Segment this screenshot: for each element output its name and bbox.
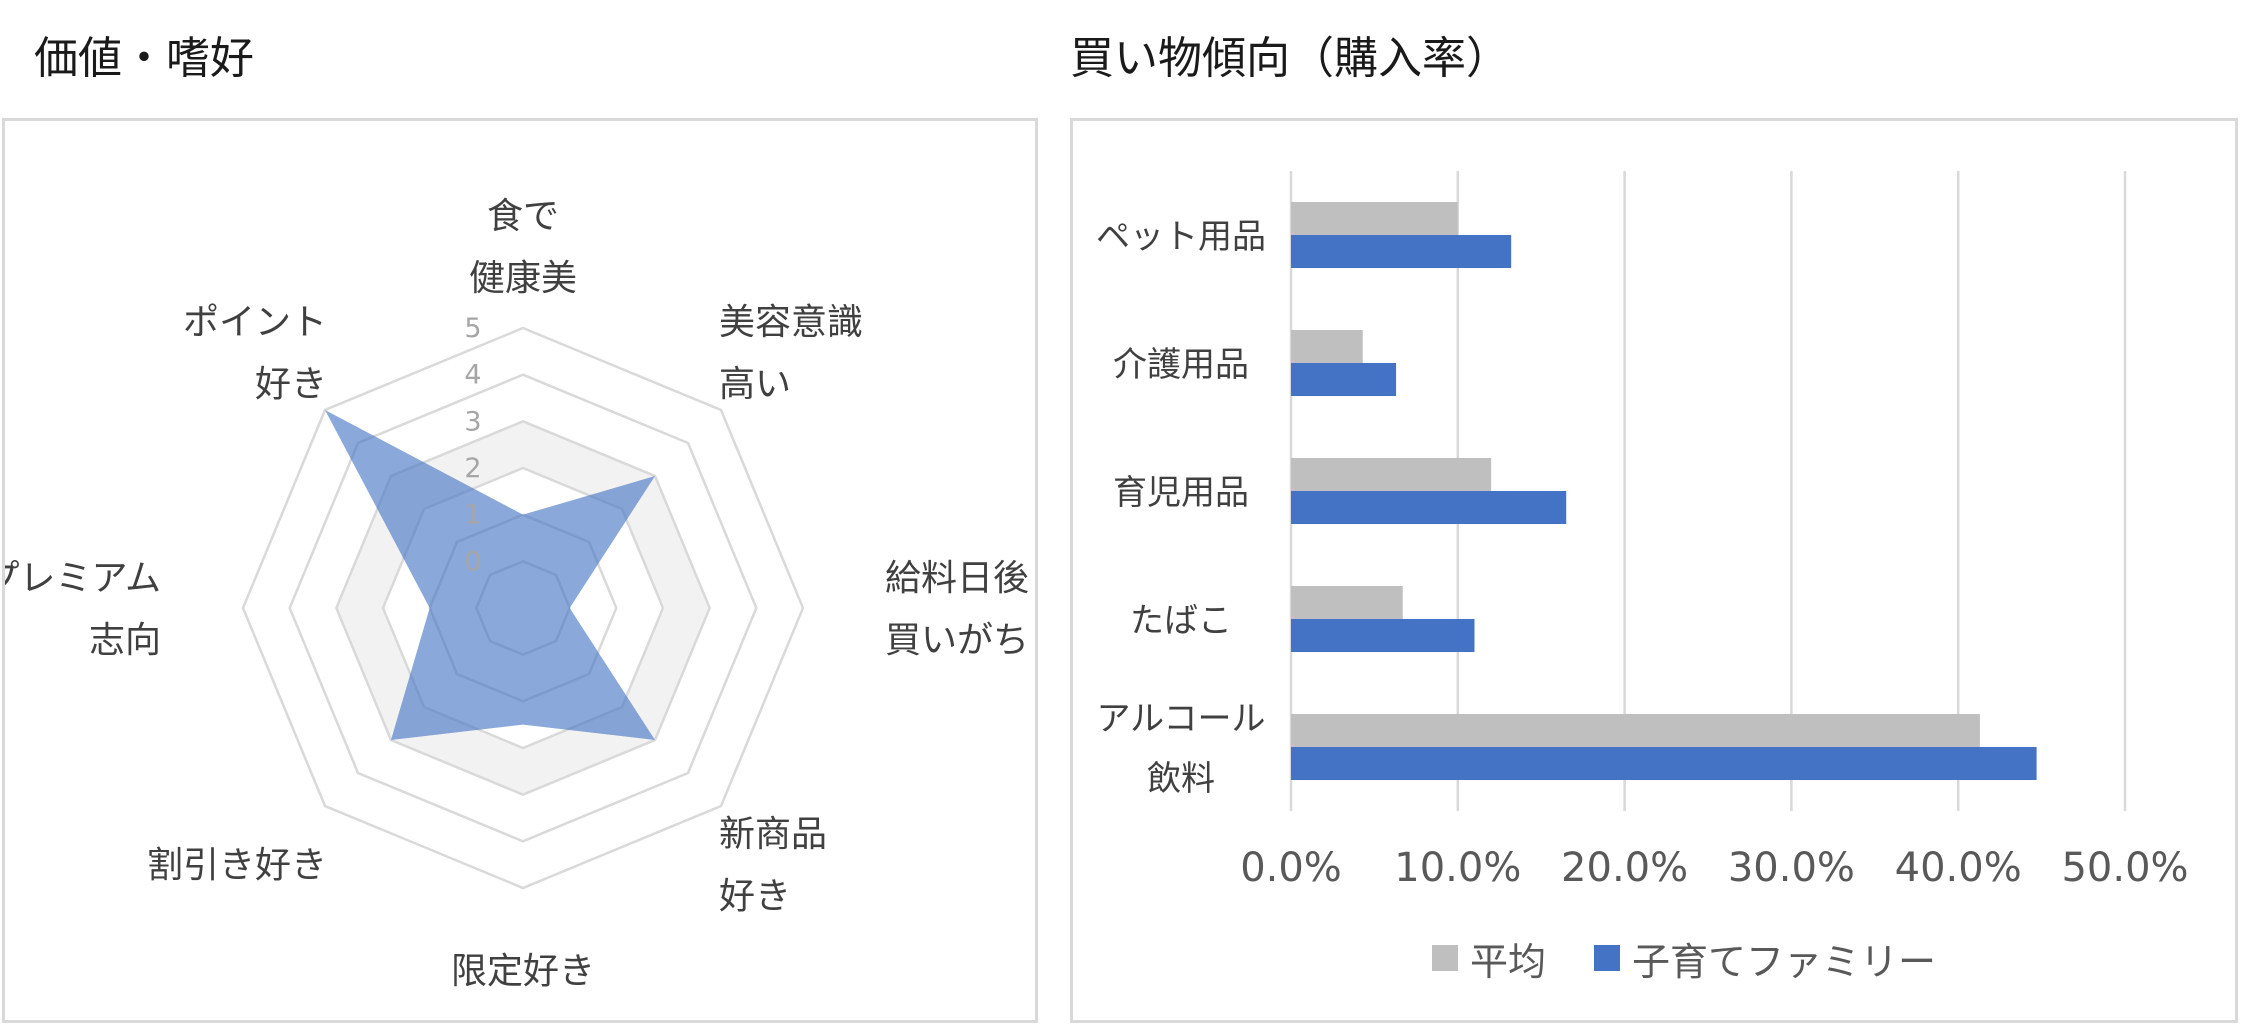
bar-x-tick-label: 50.0% — [2061, 845, 2188, 891]
legend-item-average: 平均 — [1432, 931, 1546, 986]
radar-grid-ring — [334, 419, 712, 797]
bar-average — [1291, 586, 1403, 619]
bar-x-tick-label: 40.0% — [1895, 845, 2022, 891]
legend-swatch-average — [1432, 945, 1458, 971]
legend-item-family: 子育てファミリー — [1594, 931, 1936, 986]
legend-label-average: 平均 — [1470, 939, 1547, 984]
bar-average — [1291, 202, 1458, 235]
bar-x-tick-label: 30.0% — [1728, 845, 1855, 891]
radar-data-area — [325, 410, 655, 740]
radar-axis-label: 割引き好き — [147, 845, 327, 886]
radar-grid-ring — [288, 373, 758, 843]
radar-axis-label: 志向 — [89, 620, 161, 661]
bar-x-tick-label: 20.0% — [1561, 845, 1688, 891]
radar-axis-label: 高い — [719, 364, 791, 405]
bar-x-tick-label: 10.0% — [1394, 845, 1521, 891]
radar-axis-label: プレミアム — [5, 558, 161, 599]
legend-label-family: 子育てファミリー — [1632, 939, 1937, 984]
radar-axis-label: 好き — [719, 876, 791, 917]
radar-scale-label: 0 — [464, 546, 481, 577]
legend-swatch-family — [1594, 945, 1621, 971]
bar-category-label: 育児用品 — [1113, 473, 1249, 513]
radar-axis-label: 美容意識 — [719, 302, 863, 343]
radar-axis-label: 食で — [487, 196, 559, 237]
radar-scale-label: 2 — [464, 453, 481, 484]
radar-scale-label: 4 — [464, 360, 481, 391]
radar-grid-ring — [241, 326, 805, 890]
bar-average — [1291, 714, 1980, 747]
radar-axis-label: 健康美 — [469, 258, 577, 299]
bar-category-label: アルコール — [1097, 699, 1266, 739]
bar-chart-panel: 0.0% 10.0% 20.0% 30.0% 40.0% 50.0% ペット用品介護用品育児… — [1070, 118, 2238, 1023]
radar-chart-panel: 012345食で健康美美容意識高い給料日後買いがち新商品好き限定好き割引き好きプ… — [2, 118, 1038, 1023]
bar-chart: 0.0% 10.0% 20.0% 30.0% 40.0% 50.0% ペット用品介護用品育児… — [1096, 171, 2189, 891]
radar-scale-label: 5 — [464, 313, 481, 344]
bar-family — [1291, 235, 1512, 268]
radar-scale-label: 1 — [464, 500, 481, 531]
bar-chart-legend: 平均 子育てファミリー — [1432, 931, 1984, 986]
radar-axis-label: 好き — [255, 364, 327, 405]
bar-family — [1291, 491, 1567, 524]
bar-category-label: 飲料 — [1147, 759, 1215, 799]
bar-chart-title: 買い物傾向（購入率） — [1070, 33, 1510, 84]
radar-axis-label: 新商品 — [719, 814, 827, 855]
radar-axis-label: 限定好き — [451, 951, 595, 992]
bar-category-label: たばこ — [1130, 601, 1232, 641]
bar-family — [1291, 619, 1475, 652]
bar-family — [1291, 363, 1397, 396]
bar-average — [1291, 458, 1492, 491]
bar-category-label: ペット用品 — [1096, 217, 1266, 257]
radar-axis-label: 買いがち — [885, 620, 1029, 661]
bar-category-label: 介護用品 — [1113, 345, 1249, 385]
radar-chart-title: 価値・嗜好 — [34, 33, 254, 84]
bar-average — [1291, 330, 1363, 363]
bar-x-tick-label: 0.0% — [1240, 845, 1342, 891]
radar-chart: 012345食で健康美美容意識高い給料日後買いがち新商品好き限定好き割引き好きプ… — [5, 196, 1029, 992]
bar-family — [1291, 747, 2037, 780]
radar-axis-label: ポイント — [183, 302, 327, 343]
radar-axis-label: 給料日後 — [885, 558, 1029, 599]
radar-scale-label: 3 — [464, 406, 481, 437]
